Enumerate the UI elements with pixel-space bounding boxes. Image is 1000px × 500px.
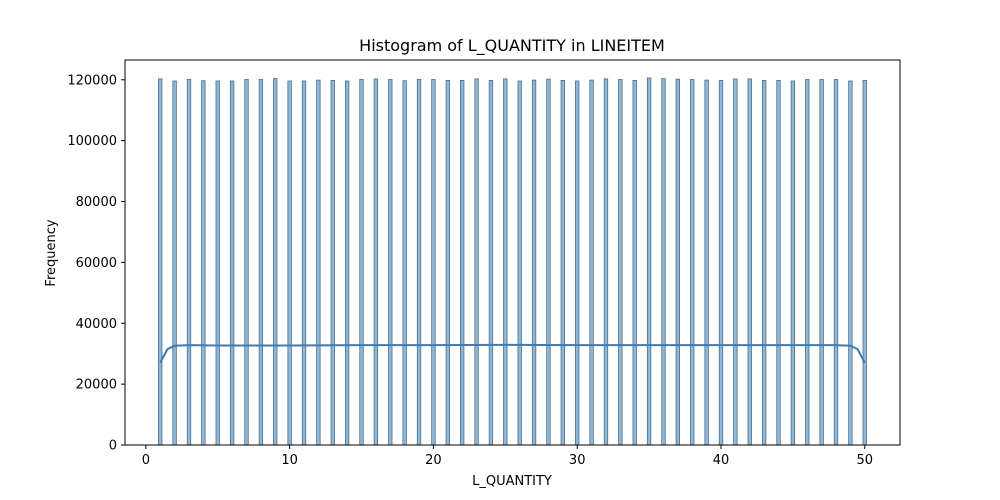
- y-tick-label: 40000: [76, 317, 117, 332]
- bars-group: [158, 77, 867, 446]
- histogram-bar: [517, 80, 522, 446]
- histogram-bar: [862, 79, 867, 446]
- chart-title: Histogram of L_QUANTITY in LINEITEM: [359, 36, 665, 56]
- histogram-bar: [244, 79, 249, 446]
- histogram-bar: [215, 80, 220, 446]
- x-axis-label: L_QUANTITY: [472, 474, 552, 489]
- histogram-bar: [589, 79, 594, 446]
- histogram-bar: [503, 78, 508, 446]
- histogram-bar: [690, 79, 695, 446]
- x-tick-label: 20: [425, 453, 442, 468]
- histogram-bar: [704, 79, 709, 446]
- histogram-bar: [344, 80, 350, 446]
- histogram-bar: [172, 80, 177, 446]
- y-tick-label: 20000: [76, 378, 117, 393]
- plot-area-frame: [124, 59, 901, 446]
- histogram-bar: [661, 78, 666, 446]
- y-tick-label: 60000: [76, 256, 117, 271]
- kde-group: [159, 343, 866, 364]
- histogram-bar: [460, 79, 465, 446]
- histogram-bar: [531, 79, 537, 446]
- histogram-bar: [632, 79, 637, 446]
- histogram-bar: [301, 80, 307, 446]
- histogram-bar: [388, 79, 393, 446]
- y-tick-label: 100000: [67, 134, 117, 149]
- histogram-bar: [316, 79, 321, 446]
- histogram-bar: [819, 79, 824, 446]
- histogram-bar: [445, 79, 450, 446]
- histogram-bar: [546, 78, 551, 446]
- histogram-bar: [359, 79, 364, 446]
- histogram-bar: [416, 79, 422, 446]
- histogram-bar: [201, 80, 206, 446]
- histogram-bar: [848, 80, 853, 446]
- y-tick-label: 80000: [76, 195, 117, 210]
- histogram-bar: [747, 78, 752, 446]
- histogram-bar: [646, 77, 652, 446]
- histogram-bar: [229, 80, 235, 446]
- histogram-bar: [790, 80, 796, 446]
- y-axis-label: Frequency: [44, 219, 59, 286]
- histogram-bar: [718, 79, 724, 446]
- histogram-bar: [258, 79, 264, 446]
- y-axis-ticks: 0 20000 40000 60000 80000 100000 120000: [67, 73, 125, 454]
- histogram-bar: [833, 79, 839, 446]
- histogram-bar: [431, 79, 436, 446]
- histogram-bar: [618, 79, 623, 446]
- histogram-bar: [488, 79, 494, 446]
- x-axis-ticks: 0 10 20 30 40 50: [142, 445, 873, 468]
- histogram-bar: [776, 79, 781, 446]
- x-tick-label: 50: [856, 453, 873, 468]
- histogram-bar: [474, 78, 479, 446]
- x-tick-label: 10: [281, 453, 298, 468]
- histogram-bar: [805, 79, 810, 446]
- x-tick-label: 40: [713, 453, 730, 468]
- histogram-bar: [158, 78, 163, 446]
- histogram-bar: [560, 79, 565, 446]
- histogram-bar: [761, 79, 767, 446]
- histogram-bar: [287, 80, 292, 446]
- histogram-bar: [186, 79, 192, 446]
- histogram-bar: [373, 78, 379, 446]
- x-tick-label: 30: [569, 453, 586, 468]
- y-tick-label: 0: [109, 439, 117, 454]
- histogram-bar: [575, 80, 580, 446]
- kde-line: [159, 343, 866, 364]
- histogram-bar: [603, 78, 609, 446]
- x-tick-label: 0: [142, 453, 150, 468]
- histogram-bar: [330, 79, 335, 446]
- y-tick-label: 120000: [67, 73, 117, 88]
- histogram-bar: [675, 78, 681, 446]
- histogram-bar: [733, 78, 738, 446]
- histogram-bar: [273, 78, 278, 446]
- histogram-bar: [402, 80, 407, 446]
